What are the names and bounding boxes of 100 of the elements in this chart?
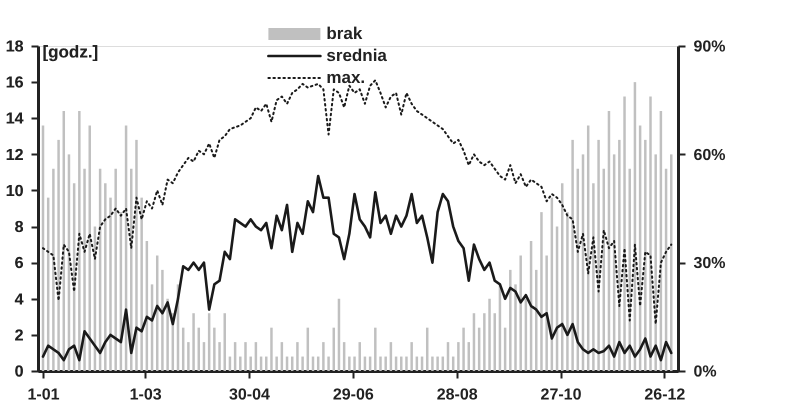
bar (364, 356, 366, 371)
y-tick-label: 4 (14, 291, 24, 308)
bar (618, 140, 621, 371)
bar (488, 298, 491, 371)
legend-label: max. (326, 68, 366, 87)
bar (260, 356, 262, 371)
bar (156, 255, 158, 371)
bar (265, 356, 268, 371)
bar (140, 198, 143, 371)
bar (431, 356, 434, 371)
y-tick-label: 10 (6, 182, 24, 200)
bar (348, 356, 351, 371)
bar (286, 356, 288, 371)
bar (586, 125, 590, 371)
bar (498, 284, 502, 371)
bar (78, 111, 81, 371)
bar (182, 328, 184, 371)
y-tick-label: 6 (14, 255, 24, 272)
legend-label: brak (326, 24, 363, 43)
bar (213, 328, 216, 371)
bar (623, 96, 626, 371)
x-tick-label: 28-08 (436, 386, 478, 404)
bar (62, 111, 66, 371)
y2-tick-label: 30% (694, 255, 726, 272)
bar (270, 328, 273, 371)
bar (556, 226, 558, 371)
bar (332, 328, 336, 371)
bar (254, 342, 258, 371)
bar (390, 342, 392, 371)
bar (290, 356, 294, 371)
bar (342, 342, 346, 371)
bar (509, 270, 512, 371)
x-tick-label: 29-06 (332, 386, 374, 404)
bar (353, 356, 356, 371)
bar (442, 356, 444, 371)
bar (420, 356, 424, 371)
bar (52, 168, 55, 371)
bar (104, 183, 107, 371)
bar (280, 342, 284, 371)
y-tick-label: 14 (6, 110, 24, 128)
bar (478, 328, 480, 371)
bar (88, 125, 91, 371)
bar (519, 255, 522, 371)
bar (638, 125, 642, 371)
bar (316, 356, 320, 371)
bar (306, 328, 310, 371)
bar (208, 313, 210, 371)
bar (550, 198, 554, 371)
bar (560, 183, 564, 371)
bar (644, 140, 647, 371)
bar (524, 298, 528, 371)
bar (416, 356, 418, 371)
bar (234, 342, 236, 371)
bar (42, 125, 44, 371)
bar (146, 241, 148, 371)
bar (457, 342, 460, 371)
bar (530, 241, 532, 371)
bar (223, 313, 226, 371)
bar (612, 154, 616, 371)
bar (379, 356, 382, 371)
y-tick-label: 0 (14, 364, 24, 380)
bar (192, 313, 195, 371)
legend-label: srednia (326, 46, 388, 65)
bar (374, 328, 377, 371)
y2-tick-label: 60% (694, 146, 726, 164)
x-tick-label: 27-10 (540, 386, 582, 404)
bar (338, 298, 340, 371)
bar (94, 226, 96, 371)
bar (446, 342, 450, 371)
bar (660, 111, 662, 371)
x-tick-label: 26-12 (644, 386, 686, 404)
y-axis-title: [godz.] (42, 42, 98, 62)
bar (228, 356, 232, 371)
bar (358, 342, 361, 371)
bar (462, 328, 465, 371)
bar (135, 140, 138, 371)
bar (468, 342, 470, 371)
y-tick-label: 12 (6, 146, 24, 164)
bar (187, 342, 190, 371)
bar (114, 168, 117, 371)
bar (597, 140, 600, 371)
bar (368, 356, 372, 371)
x-tick-label: 1-01 (27, 386, 60, 404)
bar (161, 270, 164, 371)
bar (384, 356, 387, 371)
bar (566, 212, 569, 371)
bar (504, 328, 506, 371)
bar (670, 154, 673, 371)
bar (312, 356, 314, 371)
bar (493, 313, 496, 371)
bar (545, 255, 548, 371)
bar (483, 313, 486, 371)
bar (628, 168, 631, 371)
bar (514, 284, 517, 371)
bar (57, 140, 60, 371)
x-tick-label: 30-04 (229, 386, 270, 404)
bar (540, 212, 543, 371)
bar (394, 356, 398, 371)
bar (405, 356, 408, 371)
y-tick-label: 18 (6, 38, 24, 56)
